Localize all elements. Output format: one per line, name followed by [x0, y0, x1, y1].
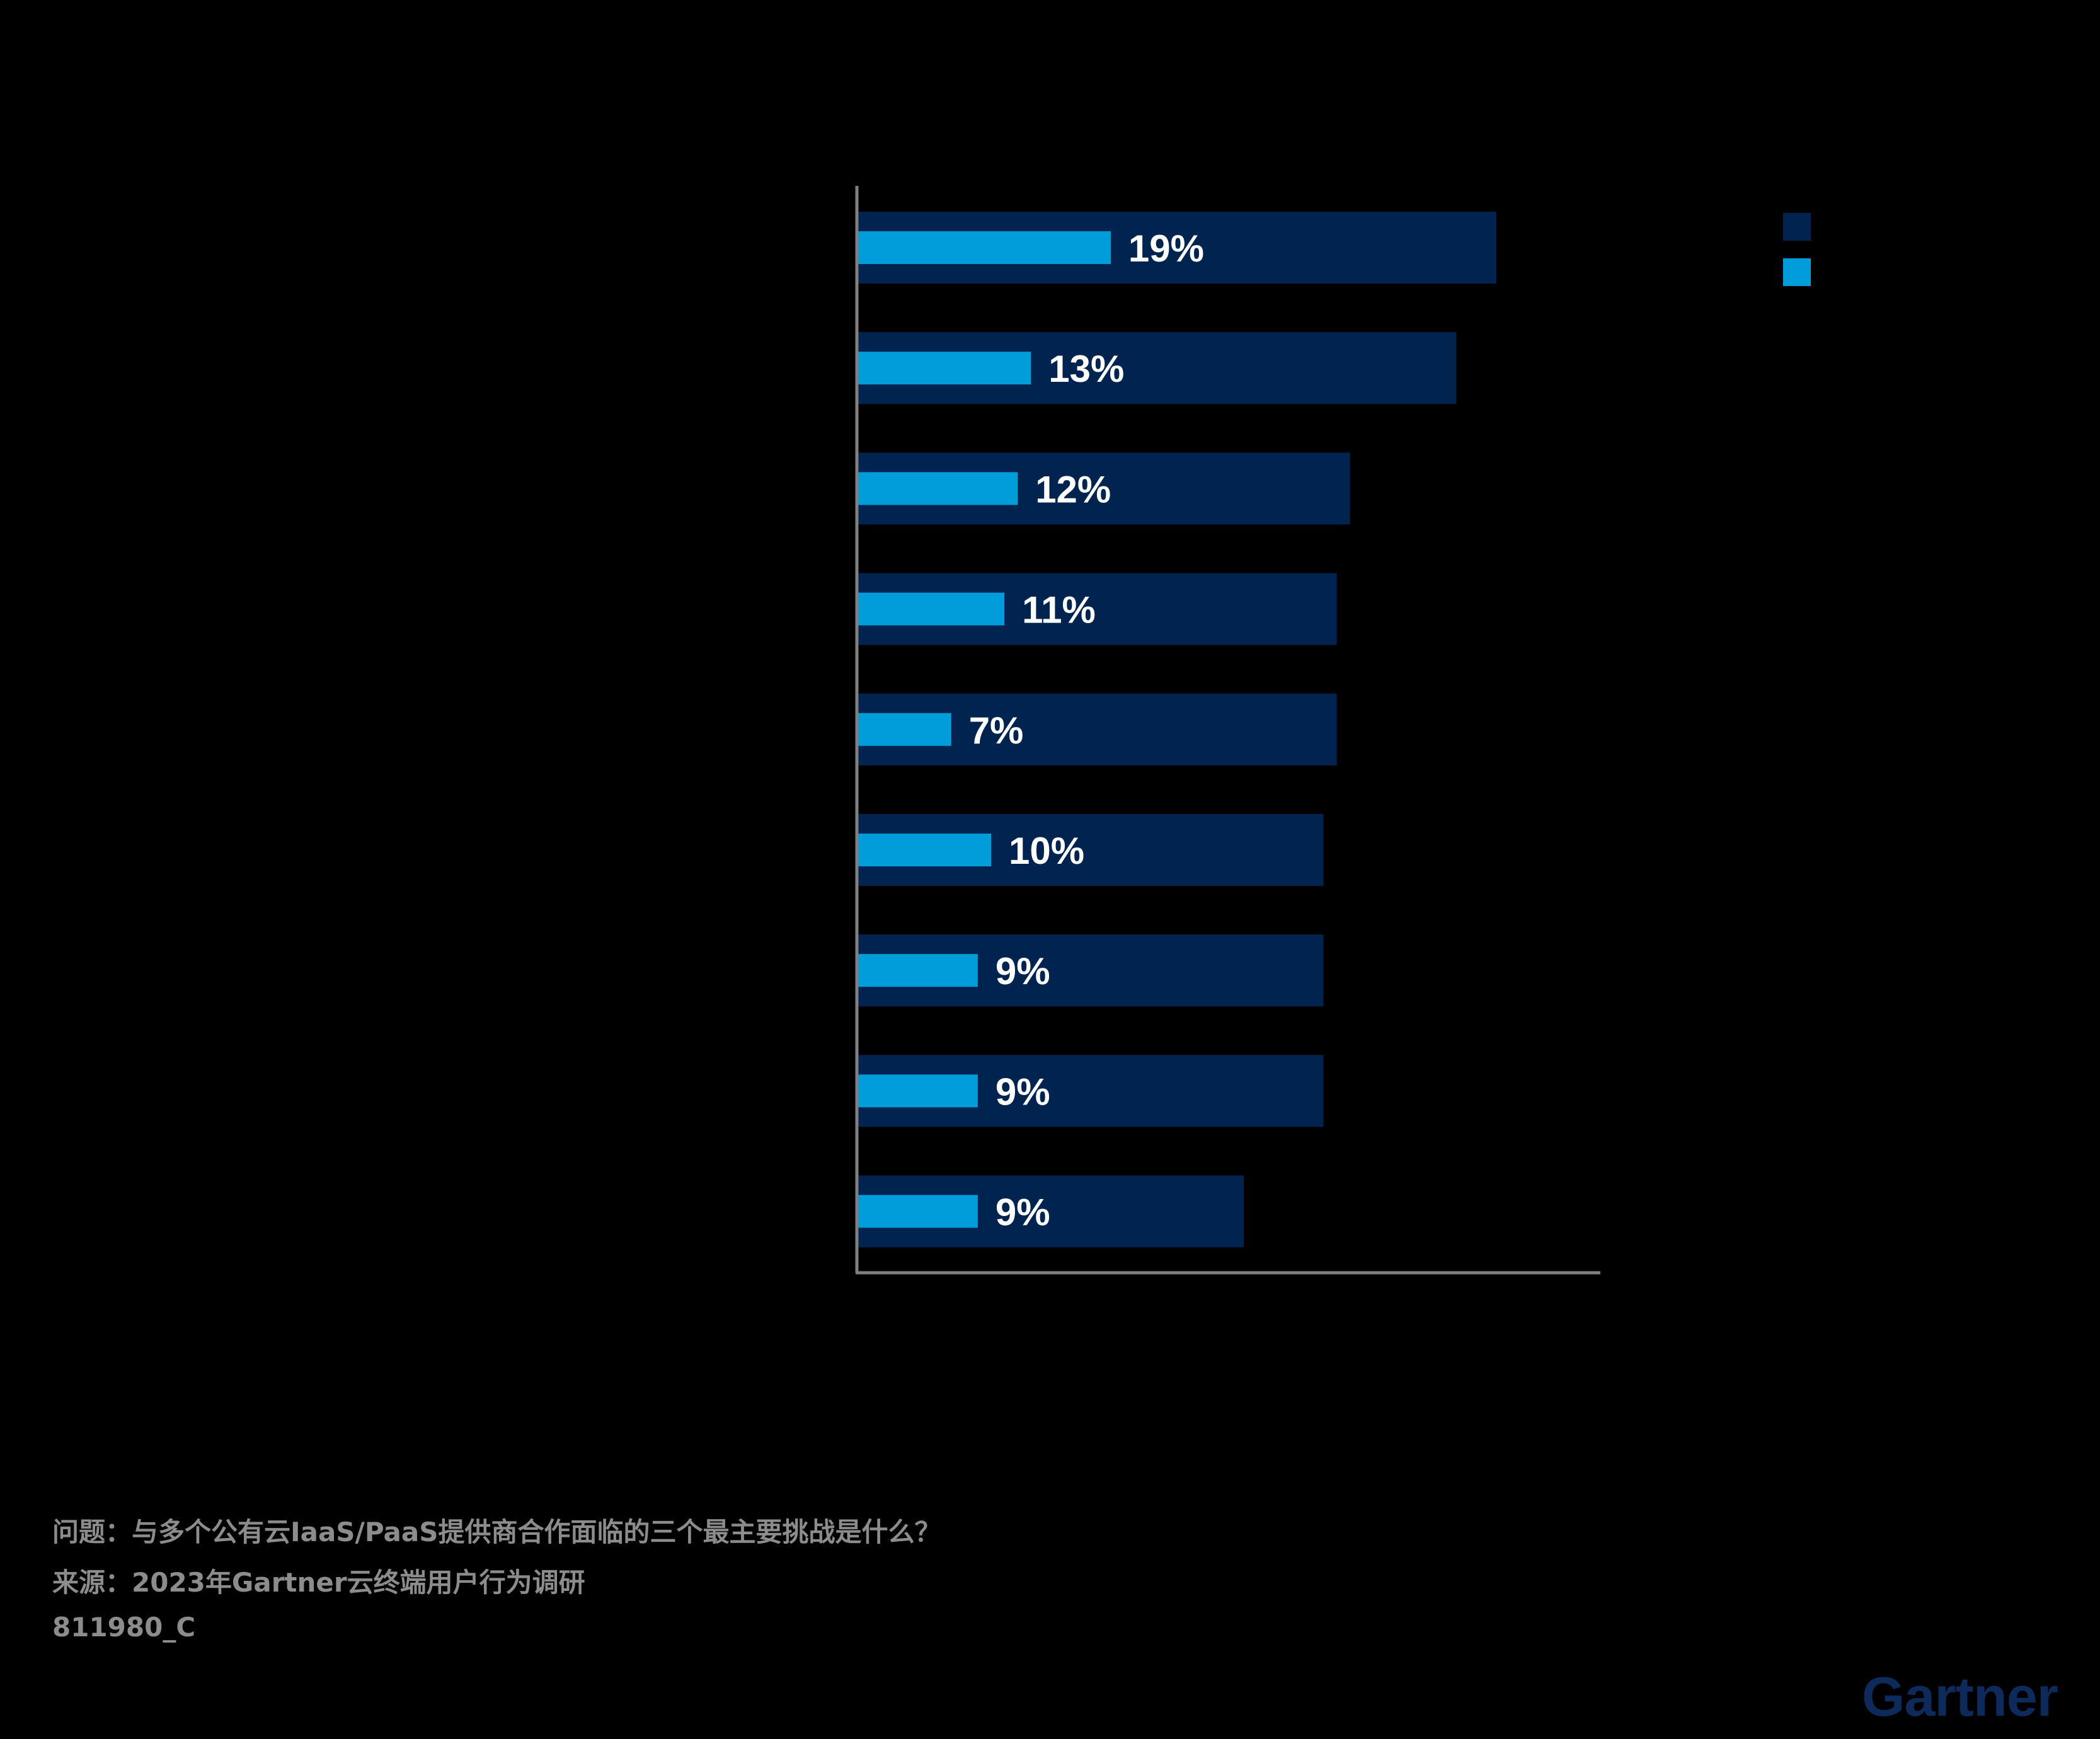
data-label-3: 12% [1035, 468, 1111, 510]
bars-layer [858, 212, 1496, 1248]
bar-series-2-6 [858, 834, 991, 866]
data-label-8: 9% [995, 1070, 1050, 1113]
data-label-2: 13% [1048, 348, 1124, 390]
bar-series-2-8 [858, 1074, 978, 1108]
legend-swatch-series-1 [1783, 213, 1811, 241]
gartner-logo: Gartner [1862, 1665, 2058, 1728]
footer-question: 问题：与多个公有云IaaS/PaaS提供商合作面临的三个最主要挑战是什么？ [52, 1517, 941, 1547]
bar-series-2-4 [858, 592, 1005, 626]
data-label-5: 7% [969, 709, 1024, 752]
bar-series-2-7 [858, 954, 978, 987]
legend-swatch-series-2 [1783, 258, 1811, 286]
data-label-9: 9% [995, 1191, 1050, 1234]
data-label-4: 11% [1022, 589, 1096, 631]
bar-series-2-1 [858, 231, 1111, 264]
data-labels-layer: 19% 13% 12% 11% 7% 10% 9% 9% 9% [969, 227, 1204, 1234]
footer-id: 811980_C [52, 1612, 196, 1643]
bar-series-2-5 [858, 713, 951, 746]
bar-series-2-3 [858, 472, 1018, 505]
footer-source: 来源：2023年Gartner云终端用户行为调研 [52, 1567, 585, 1598]
bar-series-2-2 [858, 352, 1031, 385]
data-label-1: 19% [1128, 227, 1204, 270]
bar-series-2-9 [858, 1195, 978, 1228]
data-label-7: 9% [995, 950, 1050, 992]
data-label-6: 10% [1009, 830, 1084, 872]
